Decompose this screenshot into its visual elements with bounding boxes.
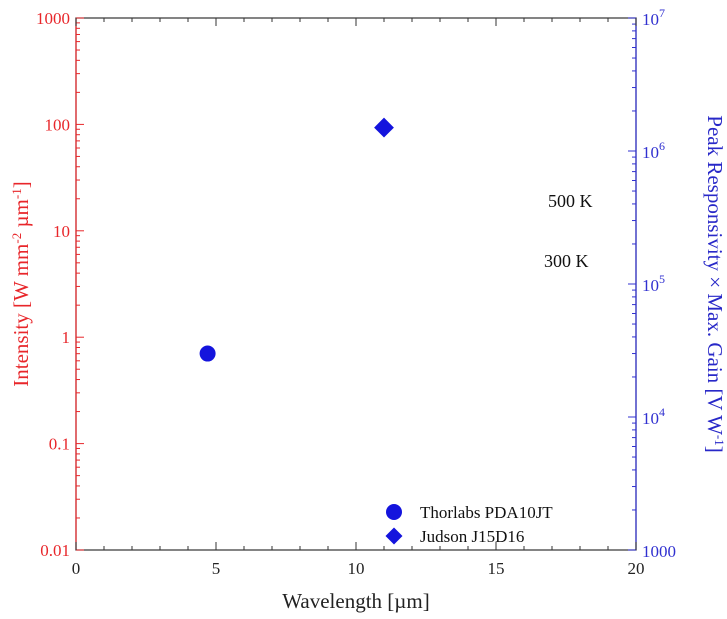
right-tick-label: 104 — [642, 405, 665, 428]
data-points — [199, 117, 394, 362]
right-tick-exponent: 6 — [659, 139, 665, 153]
x-tick-label: 0 — [72, 559, 81, 578]
right-tick-base: 1000 — [642, 542, 676, 561]
left-tick-label: 1 — [62, 328, 71, 347]
right-tick-exponent: 5 — [659, 272, 665, 286]
x-tick-label: 10 — [348, 559, 365, 578]
right-tick-exponent: 4 — [659, 405, 665, 419]
right-tick-label: 106 — [642, 139, 665, 162]
right-tick-base: 10 — [642, 10, 659, 29]
legend-marker-thorlabs — [386, 504, 402, 520]
right-tick-exponent: 7 — [659, 6, 665, 20]
legend-marker-judson — [385, 527, 403, 545]
x-tick-label: 5 — [212, 559, 221, 578]
left-axis-title: Intensity [W mm-2 µm-1] — [9, 181, 33, 386]
right-tick-label: 1000 — [642, 542, 676, 561]
right-axis-title: Peak Responsivity × Max. Gain [V W-1] — [703, 115, 727, 452]
x-axis-title: Wavelength [µm] — [282, 589, 429, 613]
left-tick-label: 0.01 — [40, 541, 70, 560]
legend-label-judson: Judson J15D16 — [420, 527, 524, 546]
left-tick-label: 10 — [53, 222, 70, 241]
right-tick-base: 10 — [642, 409, 659, 428]
left-tick-label: 0.1 — [49, 435, 70, 454]
plot-frame — [75, 17, 637, 551]
left-axis-ticks: 0.01 0.1 1 10 100 1000 — [36, 9, 84, 560]
legend-label-thorlabs: Thorlabs PDA10JT — [420, 503, 553, 522]
legend: Thorlabs PDA10JT Judson J15D16 — [385, 503, 553, 546]
x-tick-label: 15 — [488, 559, 505, 578]
point-thorlabs — [199, 345, 216, 362]
right-tick-base: 10 — [642, 143, 659, 162]
x-tick-label: 20 — [628, 559, 645, 578]
curve-label-300k: 300 K — [544, 251, 589, 271]
left-tick-label: 100 — [45, 115, 71, 134]
right-tick-label: 107 — [642, 6, 665, 29]
right-tick-base: 10 — [642, 276, 659, 295]
left-tick-label: 1000 — [36, 9, 70, 28]
curve-label-500k: 500 K — [548, 191, 593, 211]
point-judson — [374, 117, 394, 138]
right-tick-label: 105 — [642, 272, 665, 295]
x-axis-ticks: 0 5 10 15 20 — [72, 18, 645, 578]
